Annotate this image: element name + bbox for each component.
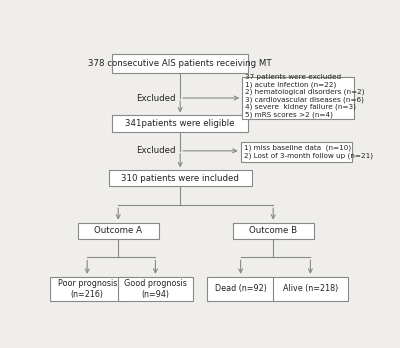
FancyBboxPatch shape bbox=[233, 223, 314, 239]
FancyBboxPatch shape bbox=[112, 116, 248, 132]
Text: 37 patients were excluded
1) acute infection (n=22)
2) hematological disorders (: 37 patients were excluded 1) acute infec… bbox=[245, 74, 365, 118]
Text: Dead (n=92): Dead (n=92) bbox=[215, 284, 266, 293]
FancyBboxPatch shape bbox=[78, 223, 158, 239]
Text: Excluded: Excluded bbox=[136, 146, 175, 155]
Text: Excluded: Excluded bbox=[136, 94, 175, 103]
FancyBboxPatch shape bbox=[50, 277, 124, 301]
FancyBboxPatch shape bbox=[242, 77, 354, 119]
Text: Poor prognosis
(n=216): Poor prognosis (n=216) bbox=[58, 279, 117, 299]
FancyBboxPatch shape bbox=[109, 171, 252, 187]
Text: Outcome A: Outcome A bbox=[94, 226, 142, 235]
FancyBboxPatch shape bbox=[118, 277, 193, 301]
Text: 378 consecutive AIS patients receiving MT: 378 consecutive AIS patients receiving M… bbox=[88, 59, 272, 68]
Text: 1) miss baseline data  (n=10)
2) Lost of 3-month follow up (n=21): 1) miss baseline data (n=10) 2) Lost of … bbox=[244, 145, 373, 159]
Text: 310 patients were included: 310 patients were included bbox=[121, 174, 239, 183]
Text: Outcome B: Outcome B bbox=[249, 226, 297, 235]
FancyBboxPatch shape bbox=[206, 277, 275, 301]
Text: Good prognosis
(n=94): Good prognosis (n=94) bbox=[124, 279, 187, 299]
FancyBboxPatch shape bbox=[273, 277, 348, 301]
FancyBboxPatch shape bbox=[112, 54, 248, 73]
Text: 341patients were eligible: 341patients were eligible bbox=[126, 119, 235, 128]
FancyBboxPatch shape bbox=[241, 142, 352, 162]
Text: Alive (n=218): Alive (n=218) bbox=[283, 284, 338, 293]
